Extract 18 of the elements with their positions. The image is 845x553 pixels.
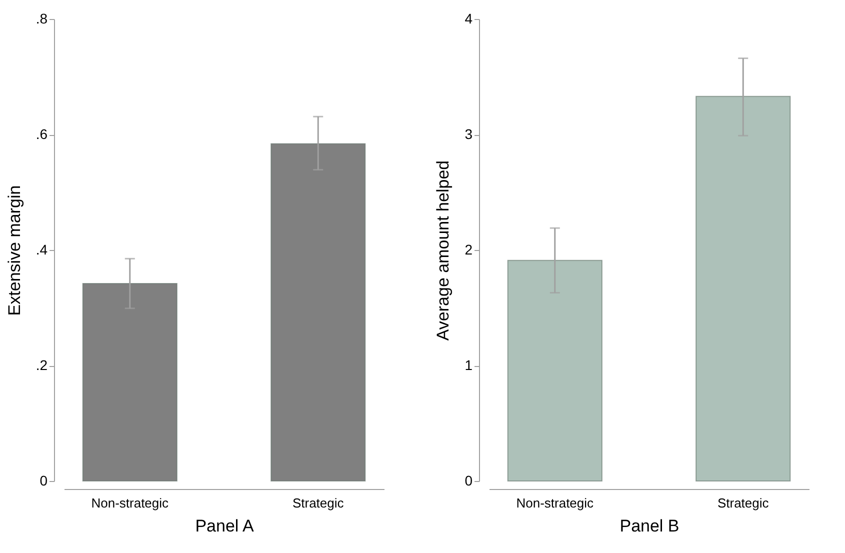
- y-tick-label: 0: [464, 472, 473, 488]
- x-axis-title: Panel B: [620, 516, 680, 536]
- y-tick-label: .8: [36, 10, 48, 26]
- x-tick-label: Non-strategic: [91, 496, 170, 510]
- y-axis-title: Average amount helped: [434, 160, 453, 341]
- y-tick-label: .6: [36, 126, 48, 142]
- y-tick-label: .4: [36, 242, 48, 258]
- y-tick-label: .2: [36, 357, 48, 373]
- y-axis-title: Extensive margin: [4, 185, 24, 316]
- y-tick-label: 0: [40, 472, 48, 488]
- y-tick-label: 3: [464, 126, 473, 142]
- y-tick-label: 2: [464, 242, 473, 258]
- y-tick-label: 1: [464, 357, 473, 373]
- x-tick-label: Strategic: [717, 496, 770, 510]
- x-tick-label: Non-strategic: [516, 496, 594, 510]
- x-tick-label: Strategic: [292, 496, 344, 510]
- y-tick-label: 4: [464, 10, 473, 26]
- x-axis-title: Panel A: [195, 516, 254, 536]
